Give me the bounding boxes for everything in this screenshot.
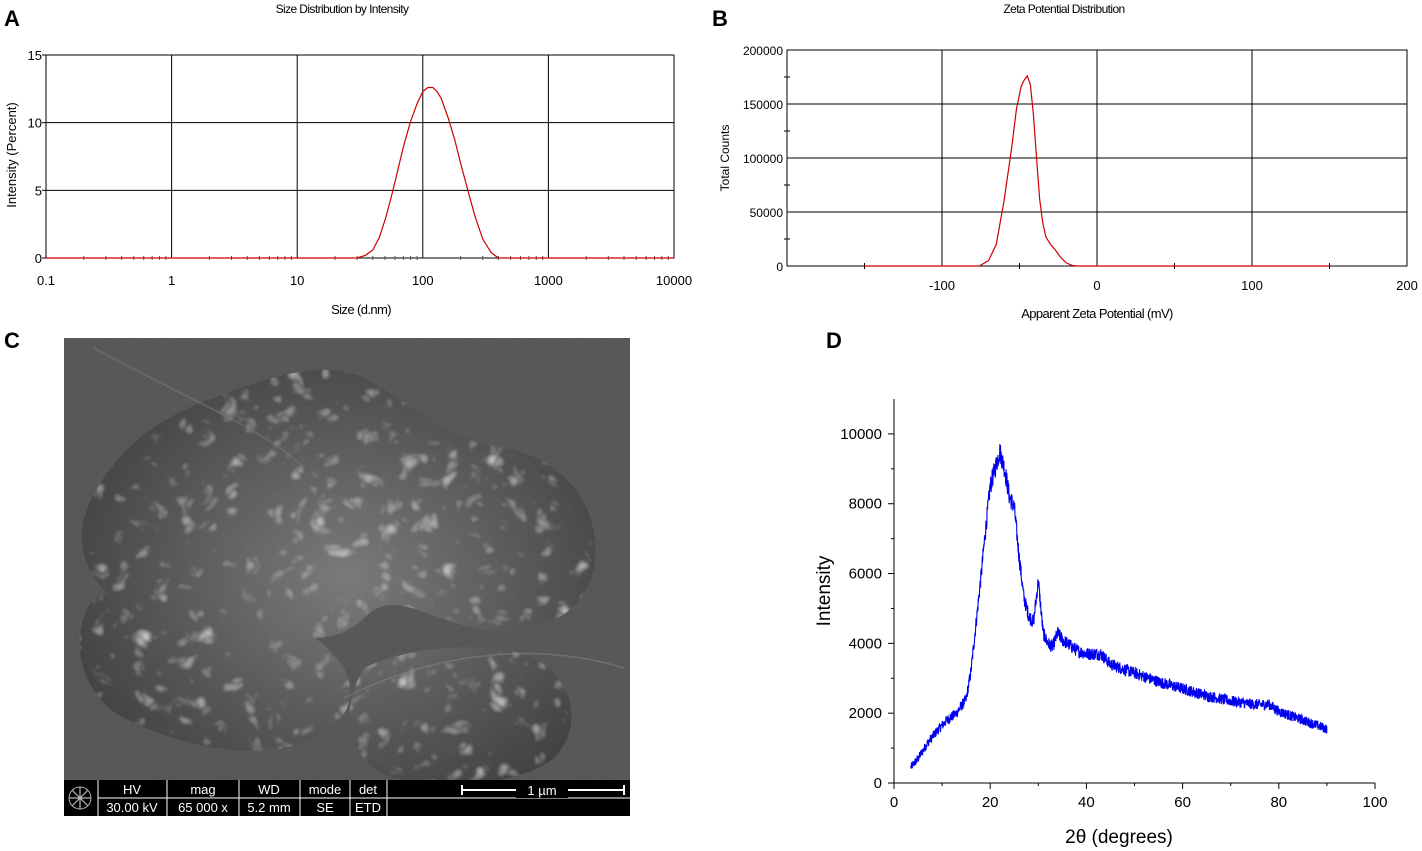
databar-hv-label: HV (123, 782, 141, 797)
chart-a-ticks: 0.1 1 10 100 1000 10000 0 5 10 15 (28, 48, 693, 288)
sem-micrograph: HV 30.00 kV mag 65 000 x WD 5.2 mm mode … (64, 338, 630, 816)
chart-d-xtick-label: 0 (890, 794, 898, 811)
databar-mag-label: mag (190, 782, 215, 797)
chart-a-ytick-label: 10 (28, 116, 42, 131)
zeta-potential-chart: Zeta Potential Distribution -100 0 100 2000… (718, 2, 1418, 321)
chart-a-xtick-label: 100 (412, 273, 434, 288)
chart-d-ytick-label: 4000 (849, 635, 882, 652)
chart-d-xtick-label: 80 (1270, 794, 1287, 811)
chart-d-series-line (910, 444, 1328, 769)
scale-bar-label: 1 µm (527, 783, 556, 798)
sem-surface-fold (343, 652, 625, 699)
fei-logo-icon (68, 786, 92, 810)
databar-hv-value: 30.00 kV (106, 800, 158, 815)
chart-b-ytick-label: 50000 (750, 206, 784, 220)
chart-a-grid (45, 54, 675, 259)
panel-label-a: A (4, 6, 20, 31)
chart-a-xtick-label: 10000 (656, 273, 692, 288)
chart-a-xtick-label: 1 (168, 273, 175, 288)
chart-a-ytick-label: 5 (35, 183, 42, 198)
chart-d-xtick-label: 60 (1174, 794, 1191, 811)
chart-d-ytick-label: 2000 (849, 705, 882, 722)
scale-bar: 1 µm (461, 782, 625, 798)
chart-b-ytick-label: 0 (776, 260, 783, 274)
chart-a-frame (45, 54, 675, 259)
chart-a-xtick-label: 0.1 (37, 273, 55, 288)
chart-d-xtick-label: 100 (1362, 794, 1387, 811)
databar-mag-value: 65 000 x (178, 800, 228, 815)
chart-a-ytick-label: 0 (35, 251, 42, 266)
chart-d-ytick-label: 0 (874, 775, 882, 792)
panel-label-c: C (4, 328, 20, 353)
chart-d-ytick-label: 6000 (849, 566, 882, 583)
panel-label-b: B (712, 6, 728, 31)
chart-d-ylabel: Intensity (814, 555, 835, 626)
chart-b-grid (786, 49, 1408, 267)
chart-d-xtick-label: 20 (982, 794, 999, 811)
sem-surface-fold (93, 347, 305, 469)
chart-b-xlabel: Apparent Zeta Potential (mV) (1021, 306, 1173, 321)
chart-a-ytick-label: 15 (28, 48, 42, 63)
databar-wd-label: WD (258, 782, 280, 797)
chart-d-xlabel: 2θ (degrees) (1065, 827, 1173, 848)
sem-databar: HV 30.00 kV mag 65 000 x WD 5.2 mm mode … (64, 780, 630, 816)
chart-d-xtick-label: 40 (1078, 794, 1095, 811)
chart-b-xtick-label: -100 (929, 278, 955, 293)
chart-b-ticks: -100 0 100 200 0 50000 100000 150000 200000 (743, 44, 1418, 293)
chart-b-ytick-label: 100000 (743, 152, 783, 166)
chart-d-ytick-label: 10000 (840, 426, 882, 443)
chart-b-xtick-label: 0 (1093, 278, 1100, 293)
chart-a-series-line (46, 86, 674, 259)
chart-a-ylabel: Intensity (Percent) (4, 102, 19, 208)
chart-b-title: Zeta Potential Distribution (1003, 2, 1124, 16)
chart-d-axes (893, 399, 1375, 784)
size-distribution-chart: Size Distribution by Intensity 0.1 1 10 100… (4, 2, 693, 317)
xrd-pattern-chart: 0 20 40 60 80 100 0 2000 4000 6000 8000 10000 2θ (d… (814, 399, 1388, 848)
chart-b-xtick-label: 200 (1396, 278, 1418, 293)
chart-a-xtick-label: 1000 (534, 273, 563, 288)
databar-det-label: det (359, 782, 377, 797)
chart-b-xtick-label: 100 (1241, 278, 1263, 293)
chart-b-ylabel: Total Counts (718, 125, 732, 192)
databar-wd-value: 5.2 mm (247, 800, 290, 815)
chart-a-xtick-label: 10 (290, 273, 304, 288)
chart-b-series-line (864, 74, 1330, 267)
chart-d-ticks: 0 20 40 60 80 100 0 2000 4000 6000 8000 10000 (840, 426, 1387, 811)
chart-a-xlabel: Size (d.nm) (331, 302, 391, 317)
databar-det-value: ETD (355, 800, 381, 815)
panel-label-d: D (826, 328, 842, 353)
chart-d-ytick-label: 8000 (849, 496, 882, 513)
chart-b-ytick-label: 150000 (743, 98, 783, 112)
databar-mode-label: mode (309, 782, 342, 797)
chart-a-title: Size Distribution by Intensity (276, 2, 409, 16)
chart-b-ytick-label: 200000 (743, 44, 783, 58)
databar-mode-value: SE (316, 800, 334, 815)
